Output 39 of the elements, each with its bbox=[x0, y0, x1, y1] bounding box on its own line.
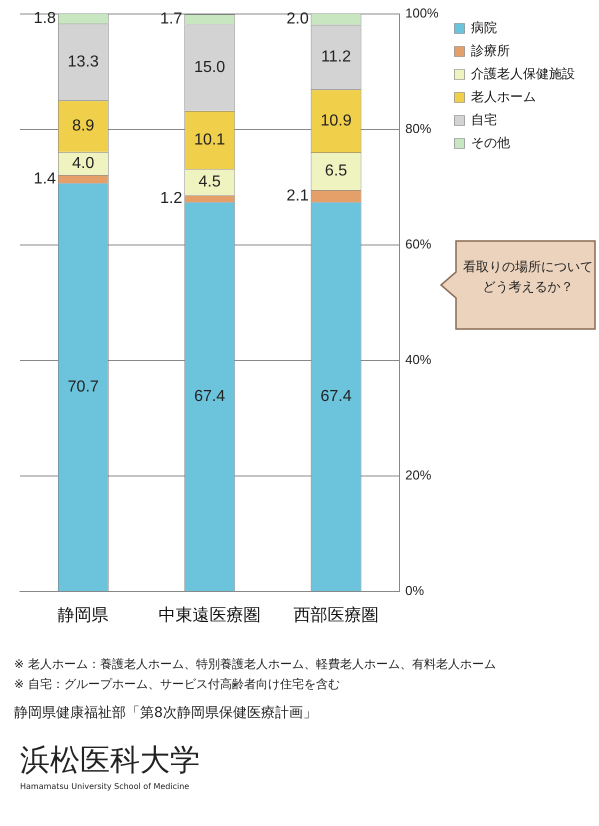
text: Hamamatsu University School of Medicine bbox=[20, 782, 190, 791]
y-tick-label: 60% bbox=[405, 236, 432, 252]
x-tick-label: 西部医療圏 bbox=[294, 605, 379, 624]
legend-label: 診療所 bbox=[471, 43, 510, 58]
legend-label: その他 bbox=[471, 135, 510, 150]
y-tick-label: 20% bbox=[405, 468, 432, 483]
x-tick-label: 中東遠医療圏 bbox=[158, 605, 261, 624]
legend-label: 病院 bbox=[471, 20, 497, 36]
legend-label: 自宅 bbox=[471, 112, 497, 128]
data-label: 11.2 bbox=[321, 48, 352, 66]
data-label: 1.8 bbox=[34, 10, 56, 27]
data-label: 10.1 bbox=[194, 131, 226, 148]
x-tick-label: 静岡県 bbox=[58, 605, 109, 624]
data-label: 4.5 bbox=[198, 174, 221, 191]
data-label: 6.5 bbox=[324, 162, 348, 180]
y-tick-label: 80% bbox=[405, 120, 432, 136]
y-tick-label: 40% bbox=[405, 352, 432, 368]
data-label: 70.7 bbox=[68, 378, 99, 396]
text: ※ 老人ホーム：養護老人ホーム、特別養護老人ホーム、軽費老人ホーム、有料老人ホーム bbox=[14, 656, 496, 673]
data-label: 1.4 bbox=[34, 170, 56, 188]
data-label: 10.9 bbox=[320, 112, 352, 130]
data-label: 15.0 bbox=[194, 58, 226, 76]
legend-label: 老人ホーム bbox=[471, 89, 536, 104]
text: 浜松医科大学 bbox=[20, 742, 200, 780]
data-label: 67.4 bbox=[194, 388, 226, 406]
data-label: 4.0 bbox=[72, 154, 94, 172]
text: 看取りの場所についてどう考えるか？ bbox=[462, 259, 594, 296]
y-tick-label: 100% bbox=[405, 5, 439, 20]
text: ※ 自宅：グループホーム、サービス付高齢者向け住宅を含む bbox=[14, 676, 340, 693]
data-label: 1.2 bbox=[160, 190, 182, 208]
legend-label: 介護老人保健施設 bbox=[471, 66, 575, 82]
data-label: 2.0 bbox=[286, 10, 309, 28]
data-label: 1.7 bbox=[160, 10, 182, 28]
data-label: 67.4 bbox=[320, 388, 352, 406]
data-label: 2.1 bbox=[286, 188, 309, 204]
data-label: 8.9 bbox=[72, 118, 94, 135]
data-label: 13.3 bbox=[68, 53, 99, 70]
y-tick-label: 0% bbox=[405, 583, 424, 598]
text: 静岡県健康福祉部「第8次静岡県保健医療計画」 bbox=[14, 704, 317, 722]
